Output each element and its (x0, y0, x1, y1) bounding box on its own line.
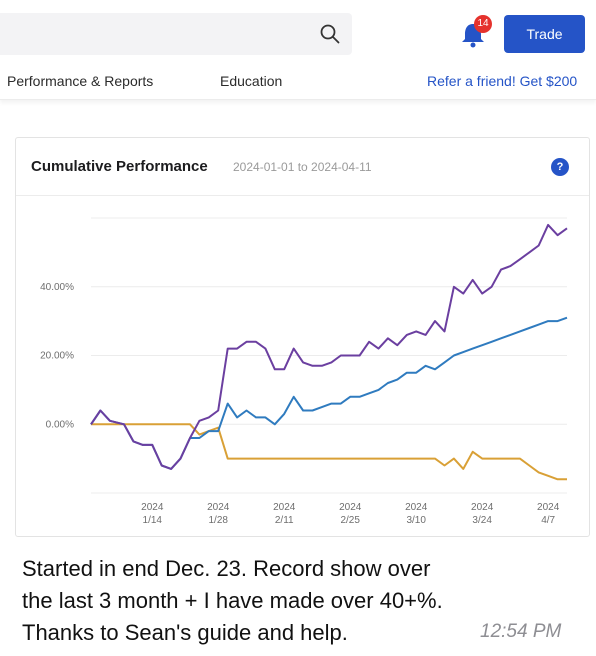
message-line-1: Started in end Dec. 23. Record show over (22, 556, 431, 581)
search-icon[interactable] (318, 22, 342, 46)
date-range: 2024-01-01 to 2024-04-11 (233, 160, 372, 174)
cumulative-performance-card: Cumulative Performance 2024-01-01 to 202… (15, 137, 590, 537)
card-header: Cumulative Performance 2024-01-01 to 202… (16, 138, 589, 196)
chat-message: Started in end Dec. 23. Record show over… (22, 553, 582, 649)
message-timestamp: 12:54 PM (480, 621, 562, 642)
x-tick-year: 2024 (471, 502, 494, 513)
y-tick-label: 0.00% (46, 419, 74, 430)
x-tick-year: 2024 (339, 502, 362, 513)
x-tick-date: 1/14 (143, 515, 163, 526)
x-tick-year: 2024 (537, 502, 560, 513)
x-tick-date: 3/24 (472, 515, 492, 526)
x-tick-year: 2024 (273, 502, 296, 513)
x-tick-date: 2/25 (340, 515, 360, 526)
search-input[interactable] (0, 13, 352, 55)
performance-chart: 40.00% 20.00% 0.00% 2024 1/14 2024 1/28 2024 2/1… (40, 217, 568, 526)
help-icon[interactable]: ? (551, 158, 569, 176)
x-tick-date: 2/11 (275, 515, 294, 526)
card-title: Cumulative Performance (31, 158, 208, 175)
x-tick-year: 2024 (207, 502, 230, 513)
series-line (90, 223, 568, 470)
notification-badge[interactable]: 14 (474, 15, 492, 33)
x-tick-year: 2024 (405, 502, 428, 513)
nav-education[interactable]: Education (220, 73, 283, 89)
x-tick-date: 3/10 (406, 515, 426, 526)
series-line (90, 316, 568, 470)
x-tick-date: 4/7 (541, 515, 555, 526)
series-line (91, 423, 567, 481)
trade-button[interactable]: Trade (504, 15, 585, 53)
x-tick-year: 2024 (141, 502, 164, 513)
top-bar: 14 Trade (0, 0, 596, 60)
main-nav: Performance & Reports Education Refer a … (0, 62, 596, 100)
message-line-3: Thanks to Sean's guide and help. (22, 620, 348, 645)
nav-performance-reports[interactable]: Performance & Reports (7, 73, 154, 89)
y-tick-label: 40.00% (40, 282, 74, 293)
x-tick-date: 1/28 (209, 515, 229, 526)
y-tick-label: 20.00% (40, 351, 74, 362)
message-line-2: the last 3 month + I have made over 40+%… (22, 588, 443, 613)
refer-friend-link[interactable]: Refer a friend! Get $200 (427, 73, 578, 89)
